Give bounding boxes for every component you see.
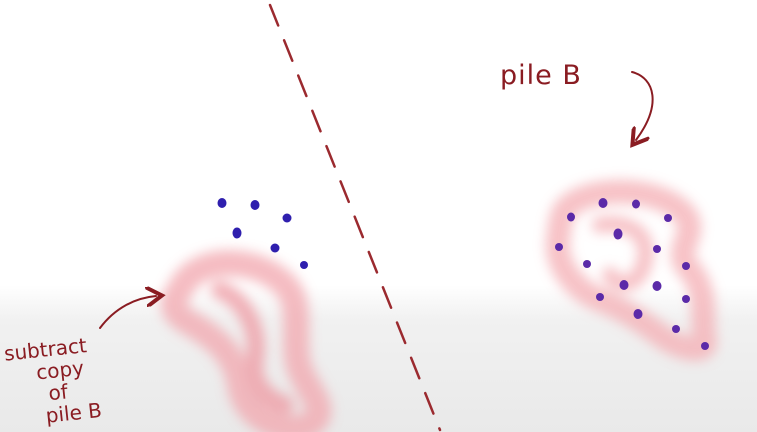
dot (672, 325, 680, 333)
dot (596, 293, 604, 301)
pile-b-arrow (632, 71, 654, 140)
dot (598, 198, 608, 208)
dot (701, 342, 709, 350)
left-pink-blob (160, 250, 332, 432)
dot (282, 213, 292, 223)
left-dots (217, 198, 308, 269)
dot (613, 228, 623, 240)
dot (583, 260, 591, 268)
subtract-label-line-3: of (47, 379, 70, 405)
subtract-label-line-4: pile B (45, 398, 103, 428)
right-pink-blob (545, 179, 718, 362)
right-dots (555, 198, 709, 350)
dot (653, 245, 661, 253)
subtract-arrow (99, 296, 156, 329)
dot (664, 214, 672, 222)
dot (632, 199, 640, 209)
dot (232, 227, 242, 239)
dot (250, 200, 260, 210)
dot (217, 198, 227, 208)
dot (567, 212, 575, 222)
dot (682, 262, 690, 270)
dot (633, 309, 643, 319)
dot (652, 281, 662, 291)
dot (555, 243, 563, 251)
dot (270, 243, 280, 253)
dot (682, 295, 690, 303)
dot (300, 261, 308, 269)
pile-b-label: pile B (500, 60, 582, 91)
subtract-label-line-2: copy (35, 356, 85, 385)
subtract-label: subtract copy of pile B (3, 333, 103, 428)
dashed-divider-line (268, 3, 442, 432)
dot (619, 280, 629, 290)
